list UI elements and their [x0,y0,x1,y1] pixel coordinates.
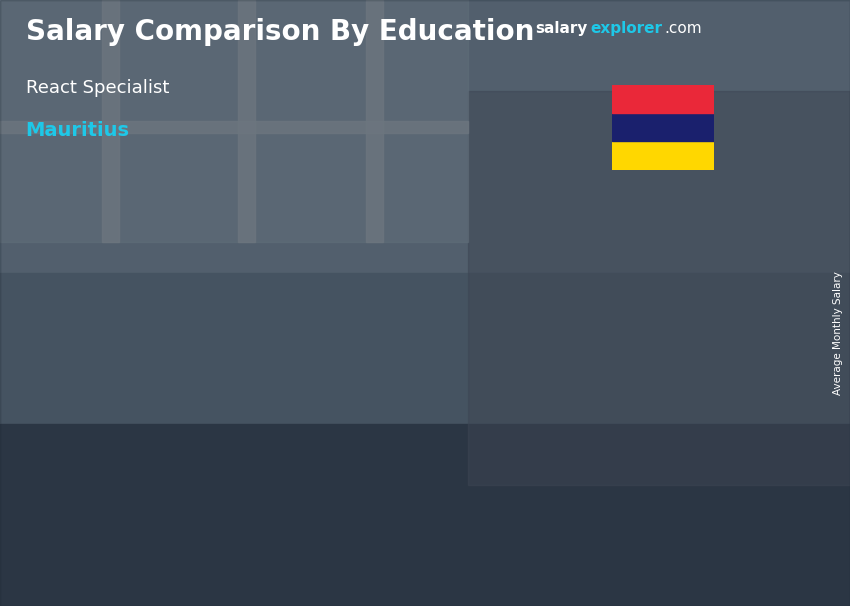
Polygon shape [658,231,681,509]
Bar [102,0,119,242]
Text: +16%: +16% [181,307,245,325]
Bar [238,0,255,242]
Bar [612,85,714,113]
Text: +23%: +23% [507,175,570,195]
Polygon shape [597,231,658,509]
Text: +46%: +46% [343,220,407,239]
Bar [0,424,850,606]
Bar [0,273,850,424]
Polygon shape [109,375,171,509]
Text: Mauritius: Mauritius [26,121,129,140]
Polygon shape [434,283,496,509]
Bar [612,141,714,170]
Text: 40,300 MUR: 40,300 MUR [264,336,343,348]
Polygon shape [271,355,333,509]
Bar [0,0,468,242]
Bar [468,91,850,485]
Text: 58,900 MUR: 58,900 MUR [426,264,507,277]
Text: React Specialist: React Specialist [26,79,169,97]
Bar [366,0,382,242]
Bar [612,113,714,141]
Text: .com: .com [665,21,702,36]
Text: 72,500 MUR: 72,500 MUR [588,212,669,225]
Text: 34,900 MUR: 34,900 MUR [100,356,181,369]
Bar [0,0,850,273]
Text: Average Monthly Salary: Average Monthly Salary [833,271,843,395]
Text: Salary Comparison By Education: Salary Comparison By Education [26,18,534,46]
Bar [0,121,468,133]
Polygon shape [333,355,356,509]
Text: explorer: explorer [591,21,663,36]
Polygon shape [171,375,194,509]
Text: salary: salary [536,21,588,36]
Polygon shape [496,283,518,509]
